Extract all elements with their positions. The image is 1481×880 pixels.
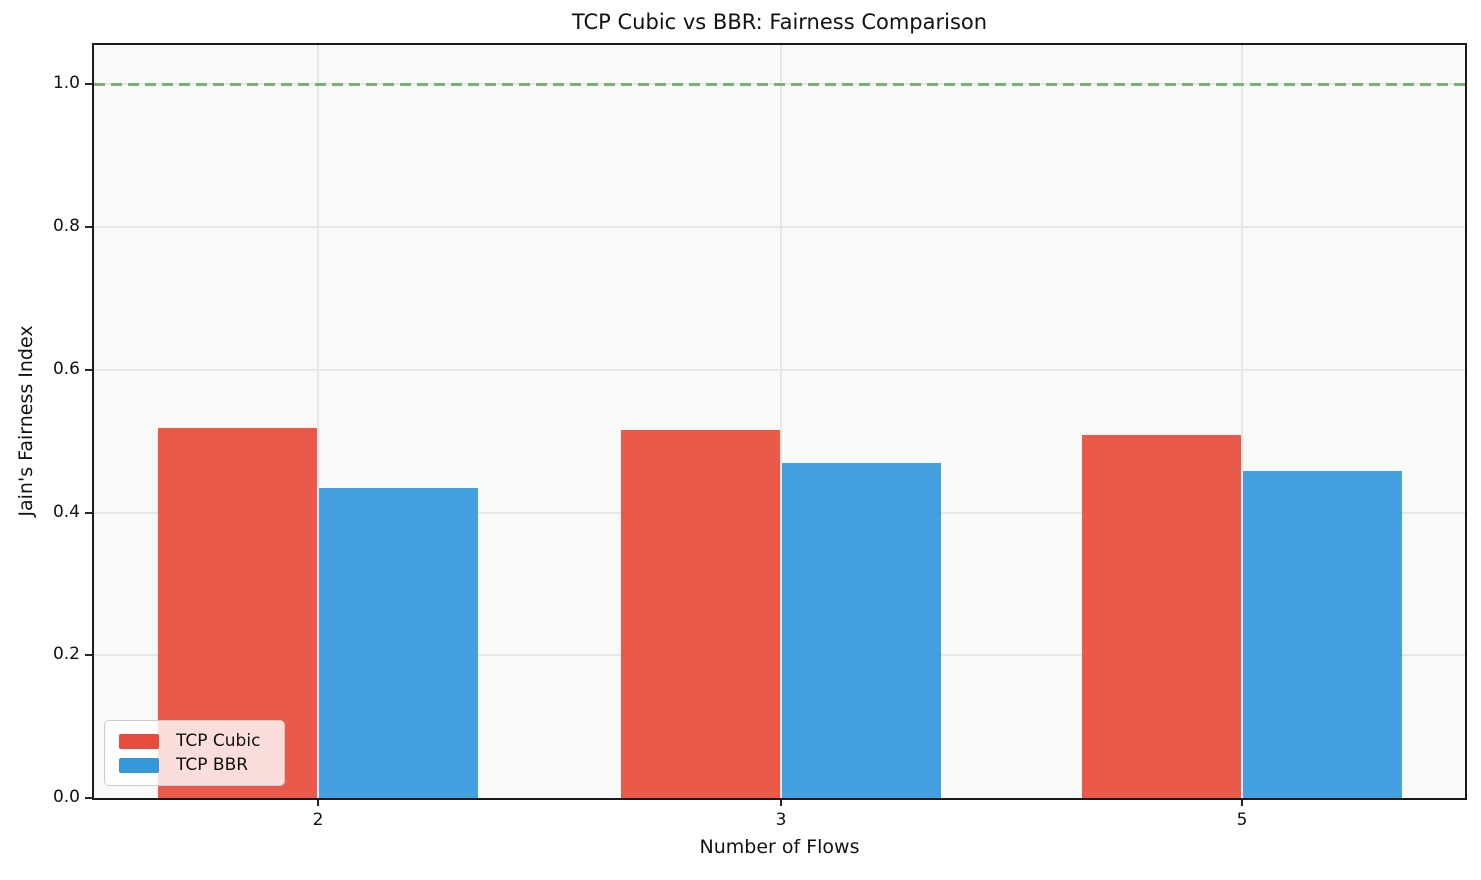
perfect-fairness-reference-line [94,82,1465,86]
legend-item-tcp-cubic: TCP Cubic [119,730,270,752]
x-tick-label: 5 [1236,810,1248,830]
bar-tcp-bbr-flows-3 [782,462,941,798]
y-tick-mark [85,83,93,86]
y-tick-mark [85,511,93,514]
x-tick-mark [1241,799,1244,806]
y-tick-label: 1.0 [52,73,80,94]
bar-tcp-cubic-flows-3 [621,430,780,798]
gridline-x-2 [317,45,320,798]
gridline-x-3 [780,45,782,798]
x-tick-mark [780,799,782,806]
legend-swatch-tcp-bbr [119,757,159,773]
y-tick-label: 0.6 [52,358,80,379]
y-tick-label: 0.8 [52,216,80,236]
legend-item-tcp-bbr: TCP BBR [119,754,270,776]
x-tick-label: 3 [775,810,787,830]
legend-label-tcp-bbr: TCP BBR [176,755,249,775]
y-tick-mark [85,654,93,657]
gridline-y-0.6 [94,368,1465,371]
y-tick-label: 0.2 [52,644,80,665]
y-tick-mark [85,797,93,799]
y-axis-label: Jain's Fairness Index [15,325,37,517]
gridline-x-5 [1241,45,1244,798]
chart-title: TCP Cubic vs BBR: Fairness Comparison [571,10,988,34]
y-tick-mark [85,368,93,371]
y-tick-mark [85,226,93,228]
x-axis-label: Number of Flows [699,836,860,858]
x-tick-label: 2 [312,810,324,830]
bar-tcp-bbr-flows-2 [319,488,479,798]
y-tick-label: 0.4 [52,501,80,522]
bar-tcp-cubic-flows-5 [1082,435,1242,798]
legend-swatch-tcp-cubic [119,733,159,749]
legend: TCP Cubic TCP BBR [104,720,285,786]
x-tick-mark [317,799,320,806]
y-tick-label: 0.0 [52,787,80,807]
bar-tcp-bbr-flows-5 [1243,471,1403,798]
gridline-y-0.8 [94,226,1465,228]
legend-label-tcp-cubic: TCP Cubic [176,731,261,751]
